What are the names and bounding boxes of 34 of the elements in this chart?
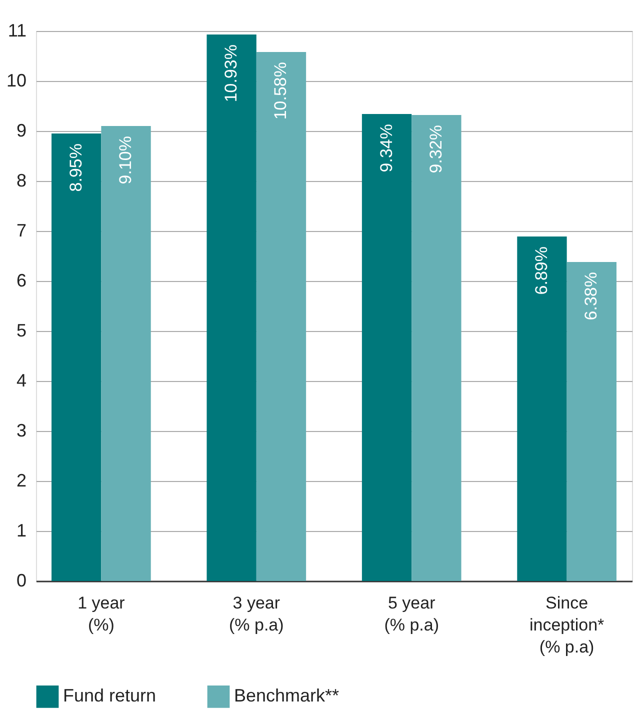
y-tick-label: 2 (16, 470, 26, 490)
y-tick-label: 10 (6, 70, 26, 90)
y-tick-label: 5 (16, 320, 26, 340)
x-tick-label: Since inception* (% p.a) (529, 594, 605, 656)
data-label: 6.89% (532, 246, 551, 295)
x-tick-label: 3 year (% p.a) (228, 594, 284, 634)
legend-label: Benchmark** (234, 686, 340, 706)
legend-label: Fund return (63, 686, 156, 706)
data-label: 9.10% (116, 136, 136, 184)
bar (362, 114, 412, 581)
data-label: 9.32% (426, 125, 446, 174)
y-tick-label: 4 (16, 370, 26, 390)
data-label: 10.58% (271, 62, 290, 120)
y-tick-label: 3 (16, 420, 26, 440)
y-tick-label: 1 (16, 520, 26, 540)
y-tick-label: 11 (8, 20, 26, 40)
y-tick-label: 9 (16, 120, 26, 140)
data-label: 6.38% (582, 272, 601, 320)
bar (412, 115, 462, 581)
y-tick-label: 0 (16, 570, 26, 590)
bar (101, 126, 151, 581)
data-label: 9.34% (376, 124, 396, 172)
bar (517, 236, 567, 581)
x-tick-label: 5 year (% p.a) (384, 594, 440, 634)
y-tick-label: 7 (16, 220, 26, 240)
bar (566, 262, 616, 581)
x-tick-label: 1 year (%) (78, 594, 126, 634)
bar (256, 52, 306, 581)
data-label: 10.93% (222, 44, 241, 102)
data-label: 8.95% (66, 144, 86, 192)
y-tick-label: 8 (16, 170, 26, 190)
bar (206, 34, 256, 581)
bar (52, 134, 102, 581)
y-tick-label: 6 (16, 270, 26, 290)
